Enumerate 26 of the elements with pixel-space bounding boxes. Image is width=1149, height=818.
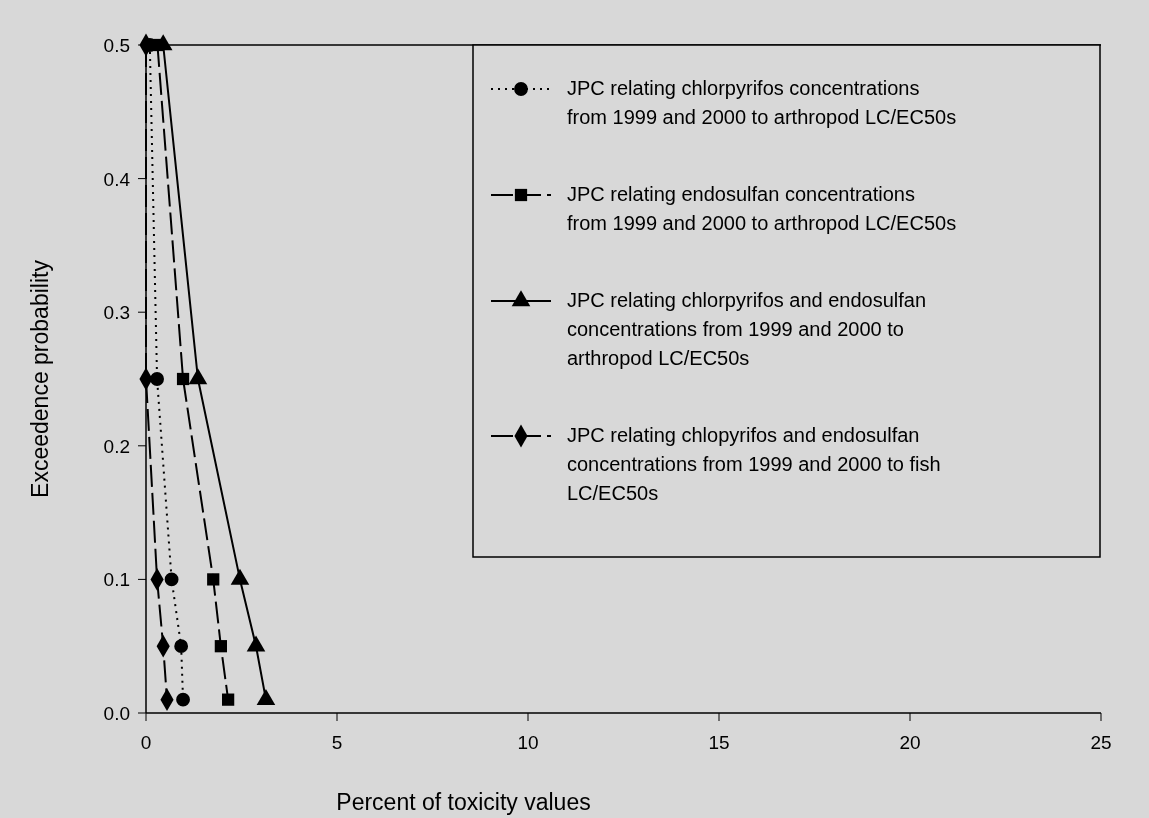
y-tick-label: 0.1 — [103, 569, 130, 591]
point — [214, 640, 227, 653]
x-tick-label: 25 — [1090, 732, 1112, 753]
point — [174, 639, 189, 654]
point — [207, 573, 220, 586]
point — [222, 693, 235, 706]
point — [176, 372, 190, 386]
x-tick-label: 5 — [331, 732, 343, 753]
x-tick-label: 15 — [708, 732, 730, 753]
y-tick-label: 0.0 — [103, 703, 130, 724]
legend-label: JPC relating chlorpyrifos and endosulfan concentrations from 1999 and 2000 to arthropod LC/EC50s — [567, 289, 927, 369]
y-axis-title: Exceedence probability — [27, 259, 53, 498]
x-tick-label: 0 — [140, 732, 152, 753]
x-tick-label: 10 — [517, 732, 539, 753]
x-axis-title: Percent of toxicity values — [336, 789, 591, 815]
y-tick-label: 0.4 — [103, 168, 131, 190]
y-tick-label: 0.2 — [103, 435, 130, 457]
y-tick-label: 0.5 — [103, 35, 130, 56]
y-tick-label: 0.3 — [103, 302, 130, 324]
legend-label: JPC relating chlorpyrifos concentrations from 1999 and 2000 to arthropod LC/EC50s — [567, 77, 957, 128]
legend-label: JPC relating chlopyrifos and endosulfan concentrations from 1999 and 2000 to fish LC/EC50s — [567, 424, 941, 504]
legend-label: JPC relating endosulfan concentrations from 1999 and 2000 to arthropod LC/EC50s — [567, 183, 957, 234]
point — [164, 572, 179, 587]
point — [176, 692, 190, 707]
x-tick-label: 20 — [899, 732, 921, 753]
point — [150, 372, 164, 386]
